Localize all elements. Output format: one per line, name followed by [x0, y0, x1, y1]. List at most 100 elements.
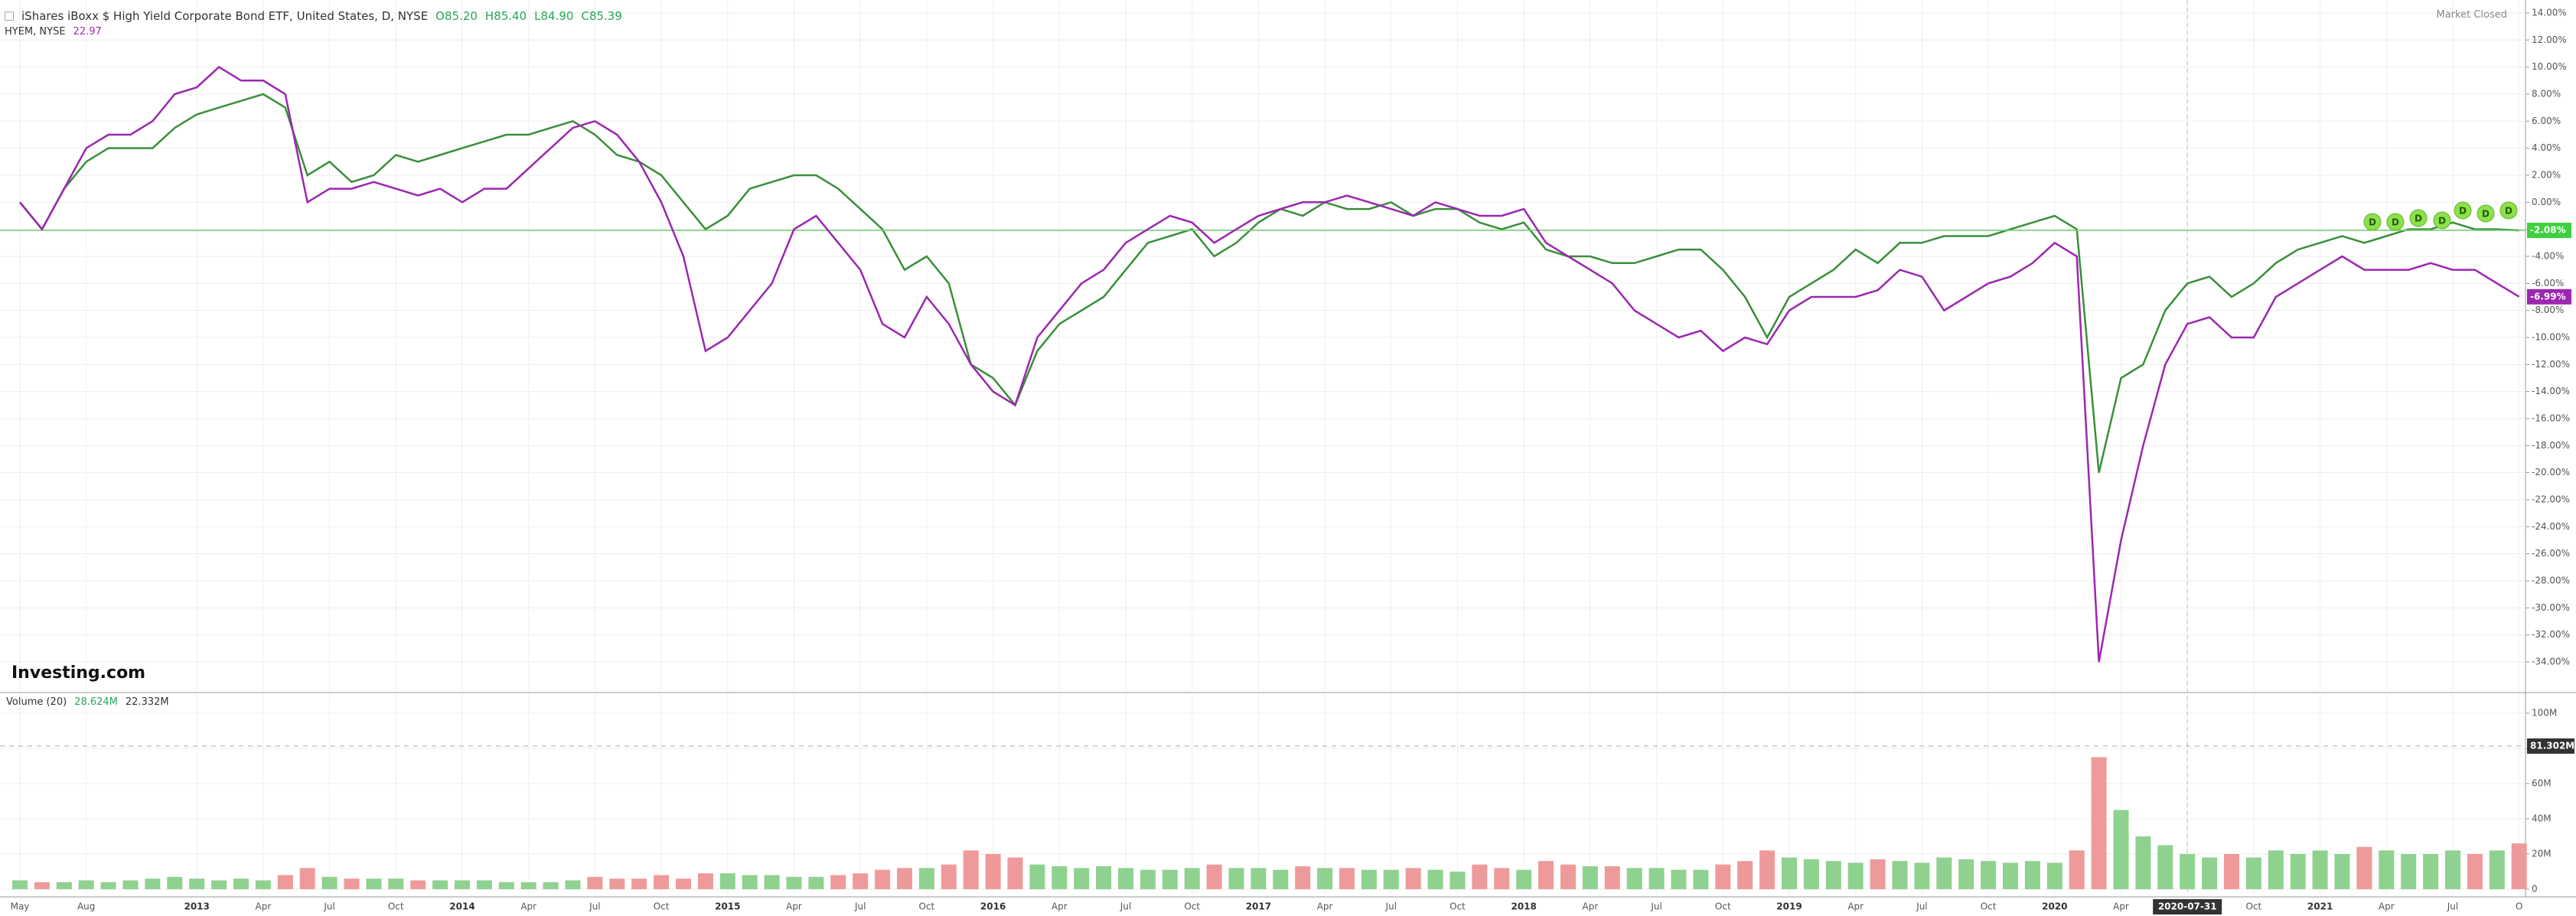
x-tick-label: Jul — [1385, 901, 1397, 912]
volume-bar — [255, 880, 271, 889]
x-tick-label: O — [2516, 901, 2522, 912]
volume-level-bg — [2527, 738, 2574, 754]
dividend-label: D — [2415, 214, 2422, 224]
volume-bar — [2180, 853, 2196, 889]
x-tick-label: Jul — [1916, 901, 1927, 912]
dividend-label: D — [2369, 217, 2376, 228]
x-tick-label: Oct — [1184, 901, 1200, 912]
x-tick-label: Jul — [1650, 901, 1661, 912]
volume-bar — [100, 882, 116, 889]
volume-bar — [1560, 864, 1576, 889]
x-tick-label: Apr — [2113, 901, 2129, 912]
compare-symbol: HYEM, NYSE — [5, 26, 66, 37]
y-tick-label: 60M — [2532, 777, 2552, 788]
dividend-marker — [2499, 201, 2518, 220]
volume-bar — [410, 880, 426, 889]
volume-level-label: 81.302M — [2530, 740, 2574, 751]
volume-bar — [1936, 857, 1952, 889]
y-tick-label: -34.00% — [2532, 657, 2570, 667]
volume-bar — [1847, 862, 1864, 889]
volume-bar — [432, 880, 448, 889]
y-tick-label: -18.00% — [2532, 440, 2570, 451]
volume-bar — [1803, 859, 1819, 889]
x-tick-label: May — [11, 901, 30, 912]
y-tick-label: 2.00% — [2532, 169, 2561, 180]
volume-bar — [1516, 869, 1532, 889]
volume-bar — [277, 875, 293, 889]
volume-bar — [1604, 866, 1620, 889]
volume-bar — [1737, 861, 1753, 889]
last-value-bg — [2527, 223, 2571, 239]
volume-bar — [2511, 843, 2527, 889]
y-tick-label: -6.00% — [2532, 278, 2564, 288]
series-line — [19, 93, 2519, 473]
compare-price: 22.97 — [73, 26, 102, 37]
volume-bar — [1228, 868, 1244, 889]
dividend-marker — [2409, 209, 2428, 227]
volume-bar — [808, 876, 824, 889]
volume-bar — [455, 880, 470, 889]
dividend-marker — [2363, 213, 2382, 231]
y-tick-label: 8.00% — [2532, 88, 2561, 99]
volume-bar — [1958, 859, 1974, 889]
volume-bar — [1427, 869, 1443, 889]
volume-bar — [2423, 853, 2439, 889]
volume-bar — [963, 850, 979, 889]
volume-bar — [1096, 866, 1112, 889]
volume-bar — [366, 879, 382, 889]
volume-bar — [2489, 850, 2505, 889]
x-tick-label: Apr — [256, 901, 272, 912]
y-tick-label: 20M — [2532, 848, 2552, 859]
volume-bar — [985, 853, 1001, 889]
y-tick-label: -12.00% — [2532, 359, 2570, 370]
marks: 81.302M -2.08% -6.99% D D D D D D D — [0, 66, 2574, 889]
volume-bar — [609, 879, 625, 889]
volume-bar — [2268, 850, 2284, 889]
volume-bar — [1118, 868, 1133, 889]
volume-bar — [1715, 864, 1731, 889]
x-tick-label: Apr — [2379, 901, 2395, 912]
volume-bar — [2245, 857, 2261, 889]
close: C85.39 — [581, 9, 622, 23]
volume-bar — [1361, 869, 1377, 889]
y-tick-label: -26.00% — [2532, 548, 2570, 559]
collapse-icon[interactable] — [5, 11, 14, 21]
volume-bar — [565, 880, 581, 889]
volume-bar — [2157, 845, 2173, 889]
volume-bar — [764, 875, 780, 889]
volume-bar — [2401, 853, 2417, 889]
volume-bar — [1162, 869, 1178, 889]
y-tick-label: -28.00% — [2532, 575, 2570, 586]
header: iShares iBoxx $ High Yield Corporate Bon… — [5, 9, 622, 23]
volume-bar — [520, 882, 536, 889]
x-tick-label: Jul — [589, 901, 600, 912]
volume-bar — [1074, 868, 1090, 889]
dividend-marker — [2386, 213, 2405, 231]
x-tick-label: 2013 — [184, 901, 209, 912]
x-tick-label: Jul — [854, 901, 866, 912]
volume-bar — [830, 875, 846, 889]
volume-bar — [587, 876, 603, 889]
volume-bar — [1405, 868, 1421, 889]
volume-bar — [2202, 857, 2218, 889]
volume-bar — [1383, 869, 1399, 889]
x-tick-label: 2014 — [449, 901, 474, 912]
volume-bar — [321, 876, 337, 889]
volume-bar — [875, 869, 891, 889]
volume-bar — [498, 882, 514, 889]
last-value-label: -6.99% — [2530, 291, 2566, 302]
volume-bar — [631, 879, 647, 889]
y-tick-label: -32.00% — [2532, 629, 2570, 640]
compare-legend: HYEM, NYSE 22.97 — [5, 26, 102, 37]
volume-bar — [918, 868, 934, 889]
x-tick-label: 2018 — [1511, 901, 1536, 912]
volume-bar — [2113, 810, 2129, 889]
volume-bar — [2356, 846, 2372, 889]
volume-bar — [1339, 868, 1355, 889]
volume-bar — [1251, 868, 1267, 889]
symbol-title: iShares iBoxx $ High Yield Corporate Bon… — [21, 9, 429, 23]
volume-bar — [697, 873, 713, 889]
volume-bar — [1317, 868, 1333, 889]
